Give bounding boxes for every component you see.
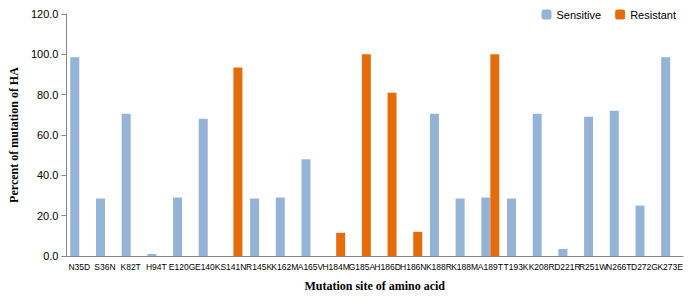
svg-text:Resistant: Resistant xyxy=(630,9,676,21)
svg-text:Mutation site of amino acid: Mutation site of amino acid xyxy=(304,279,445,293)
svg-text:K82T: K82T xyxy=(120,262,140,272)
svg-text:100.0: 100.0 xyxy=(31,48,59,60)
svg-text:H94T: H94T xyxy=(146,262,167,272)
svg-text:80.0: 80.0 xyxy=(37,89,58,101)
svg-text:20.0: 20.0 xyxy=(37,210,58,222)
svg-text:T193K: T193K xyxy=(503,262,528,272)
svg-text:R145K: R145K xyxy=(246,262,272,272)
svg-text:120.0: 120.0 xyxy=(31,8,59,20)
svg-text:N266T: N266T xyxy=(606,262,632,272)
svg-text:D272G: D272G xyxy=(631,262,658,272)
svg-text:H186N: H186N xyxy=(400,262,426,272)
svg-text:R251W: R251W xyxy=(579,262,607,272)
svg-text:S36N: S36N xyxy=(94,262,115,272)
svg-text:E140K: E140K xyxy=(195,262,221,272)
svg-text:E120G: E120G xyxy=(169,262,195,272)
svg-text:K188M: K188M xyxy=(451,262,478,272)
svg-text:60.0: 60.0 xyxy=(37,129,58,141)
svg-text:H184M: H184M xyxy=(322,262,349,272)
svg-text:Sensitive: Sensitive xyxy=(557,9,602,21)
svg-text:K188R: K188R xyxy=(426,262,452,272)
svg-text:A165V: A165V xyxy=(298,262,324,272)
svg-text:G185A: G185A xyxy=(349,262,376,272)
svg-text:K208R: K208R xyxy=(529,262,555,272)
svg-text:K162M: K162M xyxy=(271,262,298,272)
svg-text:0.0: 0.0 xyxy=(43,250,58,262)
svg-text:Percent of mutation of HA: Percent of mutation of HA xyxy=(7,67,21,203)
svg-text:40.0: 40.0 xyxy=(37,169,58,181)
svg-text:K273E: K273E xyxy=(657,262,683,272)
svg-text:D221R: D221R xyxy=(554,262,580,272)
svg-text:A189T: A189T xyxy=(478,262,503,272)
svg-text:S141N: S141N xyxy=(220,262,246,272)
svg-text:H186D: H186D xyxy=(374,262,400,272)
svg-text:N35D: N35D xyxy=(68,262,90,272)
